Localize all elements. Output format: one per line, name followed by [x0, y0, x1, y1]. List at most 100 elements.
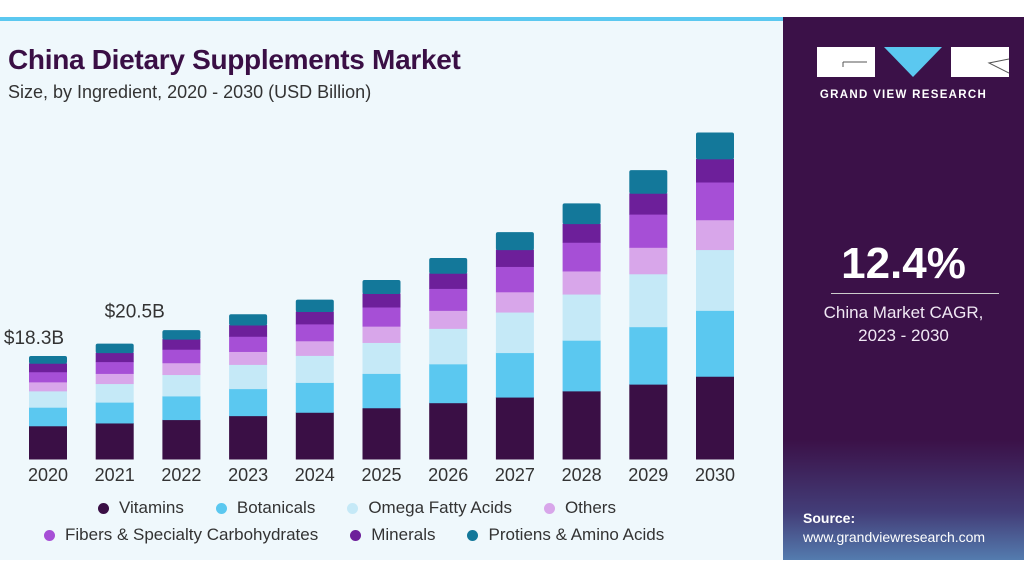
bar-segment-botanicals — [696, 310, 734, 377]
bar-segment-botanicals — [229, 388, 268, 417]
panel-background-grid — [783, 440, 1024, 560]
divider — [831, 293, 999, 294]
bar-segment-protiens-amino-acids — [29, 355, 67, 364]
bar-segment-botanicals — [162, 395, 201, 421]
cagr-label: China Market CAGR, 2023 - 2030 — [783, 301, 1024, 347]
bar-segment-omega-fatty-acids — [629, 273, 668, 328]
bar-segment-minerals — [696, 158, 734, 183]
legend-item: Omega Fatty Acids — [347, 498, 512, 518]
bar-segment-omega-fatty-acids — [696, 249, 734, 311]
bar-segment-botanicals — [295, 382, 334, 413]
chart-subtitle: Size, by Ingredient, 2020 - 2030 (USD Bi… — [8, 82, 372, 102]
bar-2029 — [629, 170, 668, 460]
bar-segment-others — [162, 362, 201, 376]
bar-segment-minerals — [295, 311, 334, 325]
bar-segment-fibers-specialty-carbohydrates — [562, 242, 601, 272]
bar-segment-botanicals — [629, 326, 668, 385]
bar-segment-vitamins — [229, 415, 268, 460]
bar-2022 — [162, 330, 201, 460]
chart-title: China Dietary Supplements Market — [8, 44, 461, 75]
legend-swatch — [44, 529, 55, 541]
data-label: $18.3B — [4, 328, 64, 349]
bar-segment-protiens-amino-acids — [162, 330, 201, 340]
legend-swatch — [350, 529, 362, 541]
bar-segment-minerals — [429, 273, 468, 289]
x-tick-label: 2021 — [95, 465, 135, 485]
x-tick-label: 2023 — [228, 465, 268, 485]
bar-segment-protiens-amino-acids — [362, 279, 401, 294]
bar-segment-fibers-specialty-carbohydrates — [429, 288, 468, 311]
bar-2020 — [29, 355, 67, 460]
bar-segment-protiens-amino-acids — [229, 314, 268, 326]
bar-segment-botanicals — [95, 402, 134, 424]
bar-2021 — [95, 343, 134, 460]
bar-2030 — [696, 132, 734, 460]
legend-item: Botanicals — [215, 498, 316, 518]
legend-swatch — [215, 502, 227, 514]
x-tick-label: 2020 — [28, 465, 68, 485]
bar-2023 — [229, 314, 268, 460]
bar-segment-vitamins — [295, 412, 334, 460]
legend-swatch — [467, 529, 479, 541]
bar-segment-fibers-specialty-carbohydrates — [696, 182, 734, 221]
bar-2025 — [362, 279, 401, 460]
legend-row: Fibers & Specialty Carbohydrates Minerals… — [44, 525, 696, 545]
x-tick-label: 2024 — [295, 465, 335, 485]
bar-segment-fibers-specialty-carbohydrates — [95, 361, 134, 374]
bar-segment-vitamins — [629, 384, 668, 460]
bar-segment-others — [429, 310, 468, 329]
legend-label: Minerals — [371, 525, 436, 544]
bar-segment-others — [295, 340, 334, 356]
bar-segment-fibers-specialty-carbohydrates — [495, 266, 534, 293]
x-tick-label: 2027 — [495, 465, 535, 485]
legend-label: Vitamins — [119, 498, 184, 517]
bar-segment-botanicals — [29, 407, 67, 427]
bar-segment-others — [562, 270, 601, 295]
legend-item: Others — [543, 498, 616, 518]
bar-segment-fibers-specialty-carbohydrates — [295, 323, 334, 342]
legend-item: Minerals — [350, 525, 435, 545]
x-tick-label: 2022 — [161, 465, 201, 485]
bar-segment-protiens-amino-acids — [562, 203, 601, 225]
legend-label: Protiens & Amino Acids — [488, 525, 665, 544]
x-tick-label: 2030 — [695, 465, 735, 485]
cagr-label-line2: 2023 - 2030 — [858, 326, 949, 345]
bar-segment-omega-fatty-acids — [362, 342, 401, 374]
bar-segment-omega-fatty-acids — [162, 374, 201, 397]
bar-segment-fibers-specialty-carbohydrates — [229, 336, 268, 352]
bar-segment-botanicals — [362, 373, 401, 409]
brand-name: GRAND VIEW RESEARCH — [819, 89, 988, 101]
legend-item: Fibers & Specialty Carbohydrates — [44, 525, 318, 545]
bar-segment-others — [29, 381, 67, 392]
bar-segment-vitamins — [429, 402, 468, 460]
source-label: Source: — [803, 510, 856, 526]
bar-segment-protiens-amino-acids — [629, 170, 668, 194]
bar-2026 — [429, 258, 468, 460]
cagr-value: 12.4% — [841, 239, 966, 288]
bar-segment-vitamins — [495, 397, 534, 460]
bar-segment-vitamins — [29, 425, 67, 460]
x-tick-label: 2026 — [428, 465, 468, 485]
bar-segment-vitamins — [362, 407, 401, 460]
legend-label: Others — [564, 498, 616, 517]
legend-label: Fibers & Specialty Carbohydrates — [65, 525, 319, 544]
bar-segment-minerals — [362, 293, 401, 308]
legend-swatch — [347, 502, 359, 514]
bar-segment-protiens-amino-acids — [696, 132, 734, 160]
info-panel: GRAND VIEW RESEARCH 12.4% China Market C… — [783, 17, 1024, 560]
bar-segment-protiens-amino-acids — [495, 232, 534, 251]
bar-segment-minerals — [562, 223, 601, 243]
bar-segment-protiens-amino-acids — [95, 343, 134, 354]
bar-segment-others — [95, 373, 134, 385]
bar-segment-protiens-amino-acids — [295, 299, 334, 312]
source: Source: www.grandviewresearch.com — [803, 509, 985, 547]
bar-segment-omega-fatty-acids — [295, 355, 334, 383]
x-tick-label: 2028 — [562, 465, 602, 485]
bar-segment-minerals — [229, 325, 268, 337]
grand-view-research-logo — [817, 47, 1009, 77]
legend-label: Botanicals — [236, 498, 316, 517]
source-url[interactable]: www.grandviewresearch.com — [803, 529, 986, 545]
legend-row: Vitamins Botanicals Omega Fatty Acids Other… — [98, 498, 648, 518]
bar-segment-omega-fatty-acids — [562, 294, 601, 341]
x-tick-label: 2029 — [628, 465, 668, 485]
